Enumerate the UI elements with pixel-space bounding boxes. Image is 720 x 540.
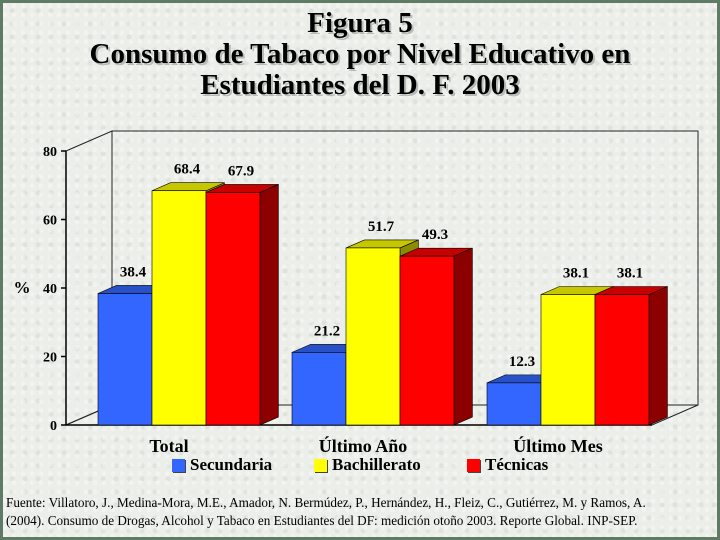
bar-técnicas-2 [594,294,650,426]
title-line-2: Consumo de Tabaco por Nivel Educativo en [89,38,631,70]
data-label-técnicas-2: 38.1 [617,266,643,282]
bar-secundaria-2 [486,382,542,426]
y-tick-label: 60 [43,214,57,229]
legend-item-tecnicas: Técnicas [467,455,548,475]
title-line-3: Estudiantes del D. F. 2003 [200,69,520,101]
source-note: Fuente: Villatoro, J., Medina-Mora, M.E.… [6,494,712,530]
legend-item-secundaria: Secundaria [172,455,272,475]
y-tick-label: 40 [43,282,57,297]
legend-swatch-bachillerato [314,458,327,472]
bar-técnicas-1 [399,255,455,426]
title-line-1: Figura 5 [307,7,413,39]
data-label-técnicas-1: 49.3 [422,227,448,243]
category-label-0: Total [149,436,188,456]
legend-label-tecnicas: Técnicas [485,455,549,474]
legend-swatch-secundaria [172,458,185,472]
legend-label-secundaria: Secundaria [190,455,273,474]
bar-side-técnicas-0 [259,183,279,426]
data-label-técnicas-0: 67.9 [228,163,254,179]
source-line-2: (2004). Consumo de Drogas, Alcohol y Tab… [6,513,638,528]
bar-técnicas-0 [205,192,261,426]
data-label-bachillerato-2: 38.1 [563,266,589,282]
category-label-1: Último Año [319,435,408,456]
bar-side-técnicas-1 [453,247,473,426]
chart-title: Figura 5 Consumo de Tabaco por Nivel Edu… [0,8,720,101]
y-axis-label: % [14,278,31,297]
category-label-2: Último Mes [513,435,602,456]
bar-bachillerato-2 [540,294,596,426]
bar-bachillerato-0 [151,190,207,426]
bar-bachillerato-1 [345,247,401,426]
bar-side-técnicas-2 [648,286,668,426]
y-tick-label: 0 [50,419,57,434]
legend-swatch-tecnicas [467,458,480,472]
source-line-1: Fuente: Villatoro, J., Medina-Mora, M.E.… [6,495,646,510]
legend-label-bachillerato: Bachillerato [332,455,421,474]
y-tick-label: 80 [43,145,57,160]
legend: Secundaria Bachillerato Técnicas [172,455,592,475]
bar-secundaria-0 [97,293,153,426]
data-label-secundaria-1: 21.2 [314,323,340,339]
y-tick-label: 20 [43,351,57,366]
data-label-secundaria-2: 12.3 [509,354,535,370]
data-label-secundaria-0: 38.4 [120,264,147,280]
data-label-bachillerato-1: 51.7 [368,219,395,235]
legend-item-bachillerato: Bachillerato [314,455,421,475]
bar-secundaria-1 [291,352,347,426]
data-label-bachillerato-0: 68.4 [174,162,201,178]
